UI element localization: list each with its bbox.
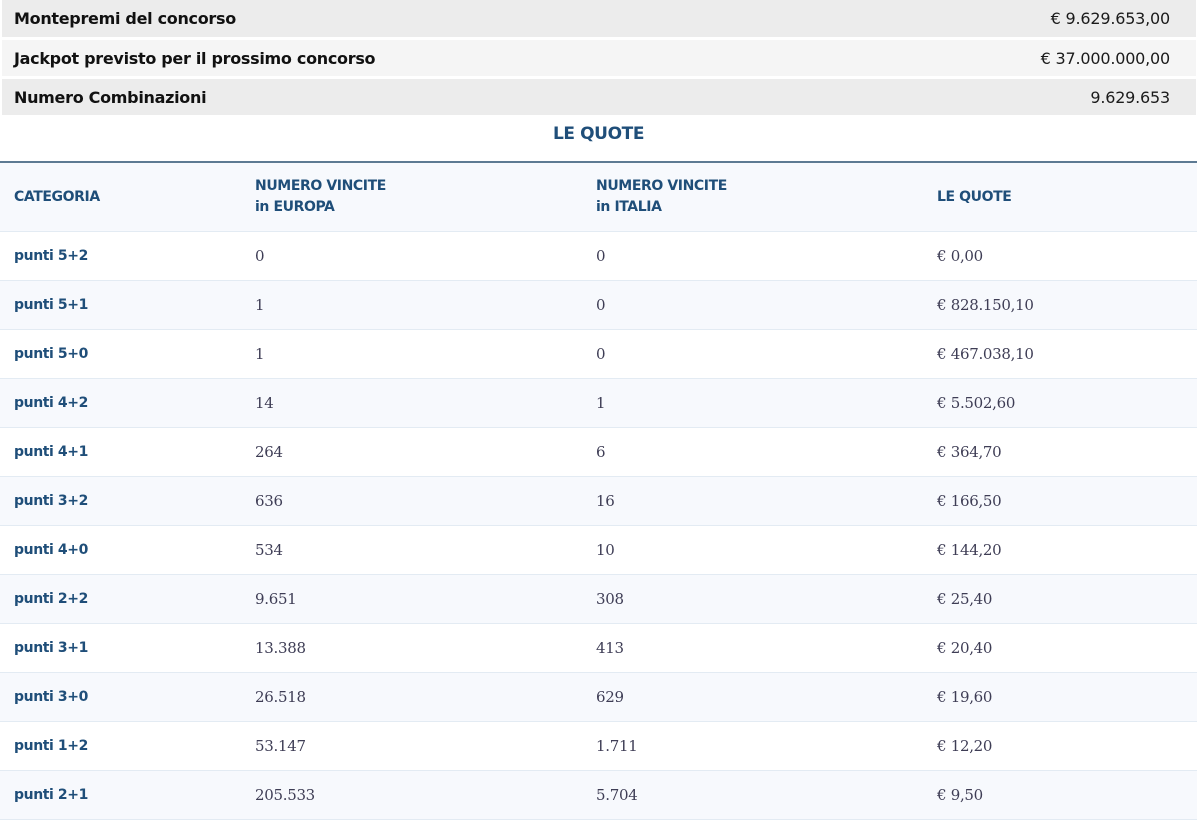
- cell-categoria: punti 4+1: [14, 444, 88, 460]
- cell-categoria: punti 2+2: [14, 591, 88, 607]
- cell-vincite-europa: 205.533: [255, 786, 315, 804]
- cell-quota: € 9,50: [937, 786, 983, 804]
- table-row: punti 5+2 0 0 € 0,00: [0, 232, 1197, 281]
- cell-quota: € 467.038,10: [937, 345, 1034, 363]
- cell-vincite-italia: 0: [596, 296, 606, 314]
- header-vincite-europa: NUMERO VINCITE in EUROPA: [255, 176, 596, 218]
- cell-quota: € 25,40: [937, 590, 993, 608]
- cell-quota: € 20,40: [937, 639, 993, 657]
- table-row: punti 4+0 534 10 € 144,20: [0, 526, 1197, 575]
- cell-vincite-europa: 264: [255, 443, 283, 461]
- cell-categoria: punti 2+1: [14, 787, 88, 803]
- summary-row-montepremi: Montepremi del concorso € 9.629.653,00: [2, 0, 1196, 37]
- table-row: punti 1+2 53.147 1.711 € 12,20: [0, 722, 1197, 771]
- cell-vincite-europa: 0: [255, 247, 265, 265]
- table-row: punti 2+2 9.651 308 € 25,40: [0, 575, 1197, 624]
- cell-vincite-europa: 53.147: [255, 737, 306, 755]
- cell-vincite-europa: 636: [255, 492, 283, 510]
- summary-row-combinazioni: Numero Combinazioni 9.629.653: [2, 79, 1196, 115]
- cell-vincite-europa: 14: [255, 394, 274, 412]
- cell-quota: € 19,60: [937, 688, 993, 706]
- cell-quota: € 828.150,10: [937, 296, 1034, 314]
- cell-categoria: punti 4+2: [14, 395, 88, 411]
- summary-table: Montepremi del concorso € 9.629.653,00 J…: [2, 0, 1196, 118]
- cell-vincite-italia: 6: [596, 443, 606, 461]
- cell-vincite-europa: 534: [255, 541, 283, 559]
- cell-vincite-italia: 413: [596, 639, 624, 657]
- summary-value: € 37.000.000,00: [1040, 48, 1171, 68]
- quote-table: CATEGORIA NUMERO VINCITE in EUROPA NUMER…: [0, 161, 1197, 820]
- table-row: punti 5+1 1 0 € 828.150,10: [0, 281, 1197, 330]
- cell-vincite-europa: 13.388: [255, 639, 306, 657]
- summary-row-jackpot: Jackpot previsto per il prossimo concors…: [2, 40, 1196, 76]
- cell-categoria: punti 3+1: [14, 640, 88, 656]
- cell-vincite-italia: 629: [596, 688, 624, 706]
- cell-categoria: punti 5+2: [14, 248, 88, 264]
- cell-categoria: punti 5+1: [14, 297, 88, 313]
- header-quote: LE QUOTE: [937, 188, 1012, 205]
- cell-vincite-europa: 26.518: [255, 688, 306, 706]
- table-row: punti 5+0 1 0 € 467.038,10: [0, 330, 1197, 379]
- table-row: punti 3+2 636 16 € 166,50: [0, 477, 1197, 526]
- cell-quota: € 0,00: [937, 247, 983, 265]
- summary-label: Numero Combinazioni: [14, 87, 207, 107]
- header-line: NUMERO VINCITE: [596, 178, 727, 194]
- header-line: in ITALIA: [596, 199, 662, 215]
- cell-categoria: punti 1+2: [14, 738, 88, 754]
- cell-vincite-europa: 1: [255, 345, 265, 363]
- table-row: punti 4+2 14 1 € 5.502,60: [0, 379, 1197, 428]
- cell-categoria: punti 3+0: [14, 689, 88, 705]
- cell-vincite-italia: 16: [596, 492, 615, 510]
- cell-quota: € 12,20: [937, 737, 993, 755]
- cell-quota: € 144,20: [937, 541, 1002, 559]
- cell-quota: € 166,50: [937, 492, 1002, 510]
- cell-vincite-italia: 1: [596, 394, 606, 412]
- cell-quota: € 5.502,60: [937, 394, 1016, 412]
- cell-quota: € 364,70: [937, 443, 1002, 461]
- summary-value: € 9.629.653,00: [1050, 9, 1171, 28]
- cell-categoria: punti 5+0: [14, 346, 88, 362]
- cell-vincite-italia: 308: [596, 590, 624, 608]
- table-row: punti 2+1 205.533 5.704 € 9,50: [0, 771, 1197, 820]
- header-vincite-italia: NUMERO VINCITE in ITALIA: [596, 176, 937, 218]
- table-header: CATEGORIA NUMERO VINCITE in EUROPA NUMER…: [0, 163, 1197, 232]
- cell-vincite-italia: 0: [596, 247, 606, 265]
- summary-label: Jackpot previsto per il prossimo concors…: [14, 48, 376, 68]
- section-title: LE QUOTE: [552, 124, 645, 144]
- summary-value: 9.629.653: [1090, 87, 1170, 107]
- summary-label: Montepremi del concorso: [14, 9, 236, 28]
- cell-vincite-europa: 9.651: [255, 590, 297, 608]
- cell-vincite-europa: 1: [255, 296, 265, 314]
- cell-vincite-italia: 10: [596, 541, 615, 559]
- table-row: punti 3+1 13.388 413 € 20,40: [0, 624, 1197, 673]
- table-row: punti 3+0 26.518 629 € 19,60: [0, 673, 1197, 722]
- cell-vincite-italia: 0: [596, 345, 606, 363]
- cell-vincite-italia: 1.711: [596, 737, 638, 755]
- header-line: in EUROPA: [255, 199, 335, 215]
- header-line: NUMERO VINCITE: [255, 178, 386, 194]
- header-categoria: CATEGORIA: [14, 188, 100, 205]
- table-body: punti 5+2 0 0 € 0,00 punti 5+1 1 0 € 828.150,10…: [0, 232, 1197, 820]
- cell-categoria: punti 4+0: [14, 542, 88, 558]
- cell-categoria: punti 3+2: [14, 493, 88, 509]
- table-row: punti 4+1 264 6 € 364,70: [0, 428, 1197, 477]
- cell-vincite-italia: 5.704: [596, 786, 638, 804]
